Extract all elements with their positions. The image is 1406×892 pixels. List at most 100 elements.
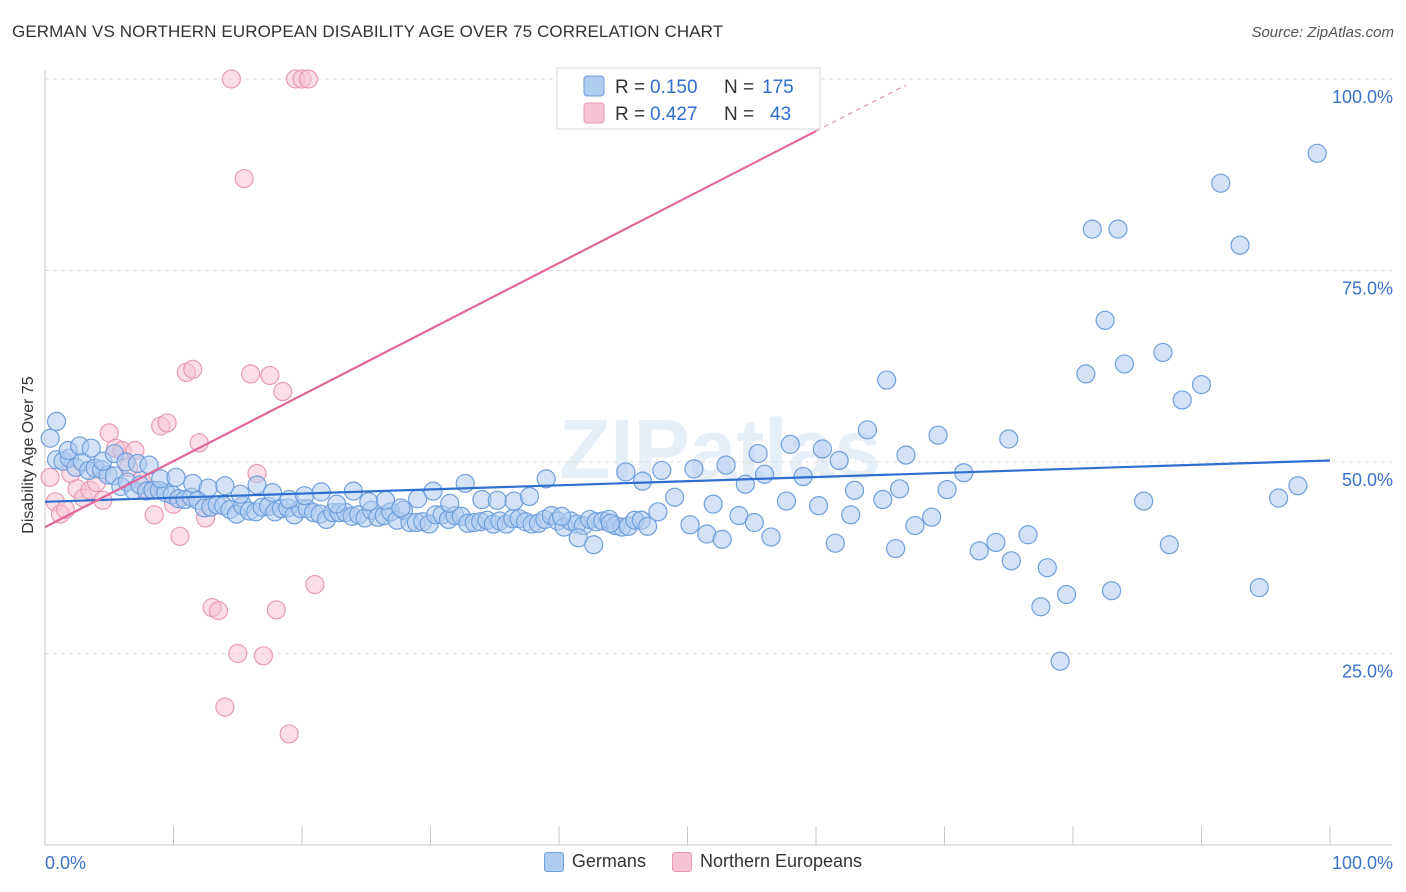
german-point [748, 443, 768, 464]
german-point [937, 479, 957, 500]
axis-layer: 25.0% 50.0% 75.0% 100.0% 0.0% 100.0% [44, 70, 1393, 873]
german-point [665, 487, 685, 507]
legend-item-germans[interactable]: Germans [543, 851, 646, 872]
y-tick-label: 50.0% [1342, 470, 1393, 490]
german-point [616, 462, 636, 482]
german-point [808, 496, 829, 516]
trend-layer [44, 84, 1331, 529]
german-point [632, 471, 653, 491]
german-point [584, 535, 604, 555]
german-point [1307, 143, 1327, 163]
stats-r-value-germans: 0.150 [650, 77, 698, 98]
german-point [841, 505, 861, 525]
german-point [680, 515, 700, 535]
german-point [969, 541, 989, 561]
point-layer [40, 69, 1327, 744]
northern-european-point [208, 601, 229, 621]
german-point [1288, 476, 1308, 496]
y-tick-label: 25.0% [1342, 662, 1393, 682]
stats-n-value-northern: 43 [770, 104, 791, 125]
northern-european-point [260, 365, 280, 386]
german-point [652, 460, 672, 481]
stats-r-label-germans: R = [615, 77, 645, 98]
german-point [1159, 535, 1179, 555]
german-point [648, 502, 668, 522]
german-point [999, 429, 1019, 449]
german-point [1018, 525, 1038, 545]
german-point [776, 491, 797, 511]
german-point [40, 428, 60, 448]
northern-trend-line-extension [815, 84, 907, 132]
german-point [829, 450, 849, 471]
german-point [922, 507, 942, 527]
german-point [1001, 551, 1021, 571]
german-point [1050, 651, 1070, 671]
stats-n-label-germans: N = [724, 77, 754, 98]
german-point [812, 439, 833, 459]
german-point [487, 490, 507, 510]
german-point [423, 481, 443, 501]
northern-european-point [157, 413, 177, 433]
northern-european-point [40, 467, 60, 487]
northern-european-point [234, 168, 254, 189]
german-point [873, 489, 893, 510]
german-point [638, 516, 658, 536]
german-point [391, 498, 411, 518]
german-point [1153, 342, 1173, 363]
german-point [359, 492, 379, 512]
northern-trend-line [44, 130, 817, 529]
german-point [1101, 581, 1122, 601]
y-axis-label: Disability Age Over 75 [20, 376, 37, 534]
german-point [744, 512, 764, 533]
german-point [1076, 364, 1096, 384]
german-point [230, 484, 250, 504]
chart-title: GERMAN VS NORTHERN EUROPEAN DISABILITY A… [12, 22, 724, 41]
german-point [905, 515, 925, 536]
german-point [1114, 354, 1135, 374]
german-point [1056, 584, 1077, 605]
northern-european-point [183, 359, 203, 379]
northern-european-point [241, 364, 261, 384]
german-point [886, 538, 906, 559]
german-point [896, 445, 916, 465]
german-point [294, 486, 315, 506]
stats-swatch-northern-europeans [583, 102, 605, 124]
german-point [716, 455, 736, 475]
legend-swatch-northern-europeans [671, 851, 692, 872]
legend-item-northern-europeans[interactable]: Northern Europeans [671, 851, 863, 872]
german-point [1172, 390, 1192, 410]
german-point [684, 459, 704, 479]
german-point [780, 434, 800, 454]
german-point [986, 532, 1006, 553]
german-point [844, 480, 865, 500]
stats-n-value-germans: 175 [762, 77, 794, 98]
german-point [198, 478, 218, 498]
german-point [703, 494, 723, 514]
german-point [1031, 597, 1051, 617]
german-point [600, 513, 621, 533]
northern-european-point [215, 697, 235, 717]
watermark: ZIPatlas [559, 402, 881, 496]
legend-label-northern-europeans: Northern Europeans [699, 851, 863, 871]
germans-trend-line [44, 459, 1331, 503]
stats-r-value-northern: 0.427 [650, 104, 698, 125]
german-point [928, 425, 948, 445]
german-point [1249, 578, 1269, 598]
northern-european-point [170, 526, 190, 546]
legend-swatch-germans [543, 851, 564, 872]
northern-european-point [144, 505, 164, 525]
german-point [712, 529, 732, 549]
german-point [877, 370, 897, 390]
series-legend: Germans Northern Europeans [0, 851, 1406, 872]
german-point [825, 533, 845, 553]
northern-european-point [305, 574, 325, 595]
german-point [81, 438, 101, 458]
northern-european-point [266, 600, 286, 620]
northern-european-point [189, 433, 209, 453]
y-tick-label: 100.0% [1332, 87, 1393, 107]
german-point [1211, 173, 1231, 193]
legend-label-germans: Germans [571, 851, 646, 871]
northern-european-point [279, 724, 299, 744]
german-point [327, 494, 347, 514]
